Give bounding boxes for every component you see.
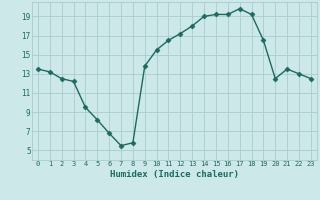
X-axis label: Humidex (Indice chaleur): Humidex (Indice chaleur) [110, 170, 239, 179]
